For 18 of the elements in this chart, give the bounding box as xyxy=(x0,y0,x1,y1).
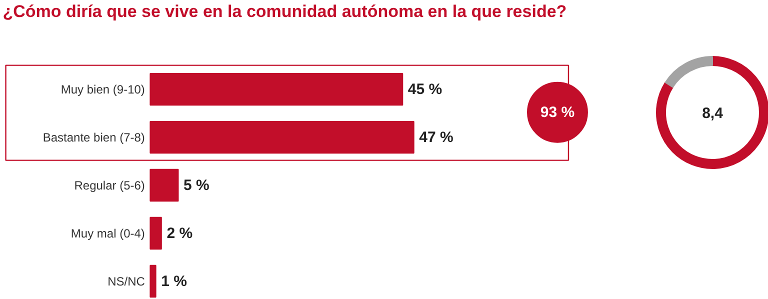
bar xyxy=(150,120,414,154)
y-tick-label: NS/NC xyxy=(108,274,146,288)
bar xyxy=(150,72,404,106)
y-tick-label: Muy mal (0-4) xyxy=(70,226,145,240)
text: 8,4 xyxy=(702,105,724,122)
y-tick-label: Muy bien (9-10) xyxy=(60,82,145,96)
data-label: 2 % xyxy=(166,224,193,242)
y-tick-label: Bastante bien (7-8) xyxy=(42,130,145,144)
data-label: 45 % xyxy=(408,80,442,98)
data-label: 47 % xyxy=(419,128,454,146)
text: 93 % xyxy=(540,104,575,121)
data-label: 1 % xyxy=(161,272,187,290)
bar xyxy=(150,216,162,250)
chart-title: ¿Cómo diría que se vive en la comunidad autónoma en la que reside? xyxy=(2,2,567,21)
y-tick-label: Regular (5-6) xyxy=(74,178,145,192)
bar xyxy=(150,168,179,202)
data-label: 5 % xyxy=(184,176,210,194)
bar xyxy=(150,264,156,298)
